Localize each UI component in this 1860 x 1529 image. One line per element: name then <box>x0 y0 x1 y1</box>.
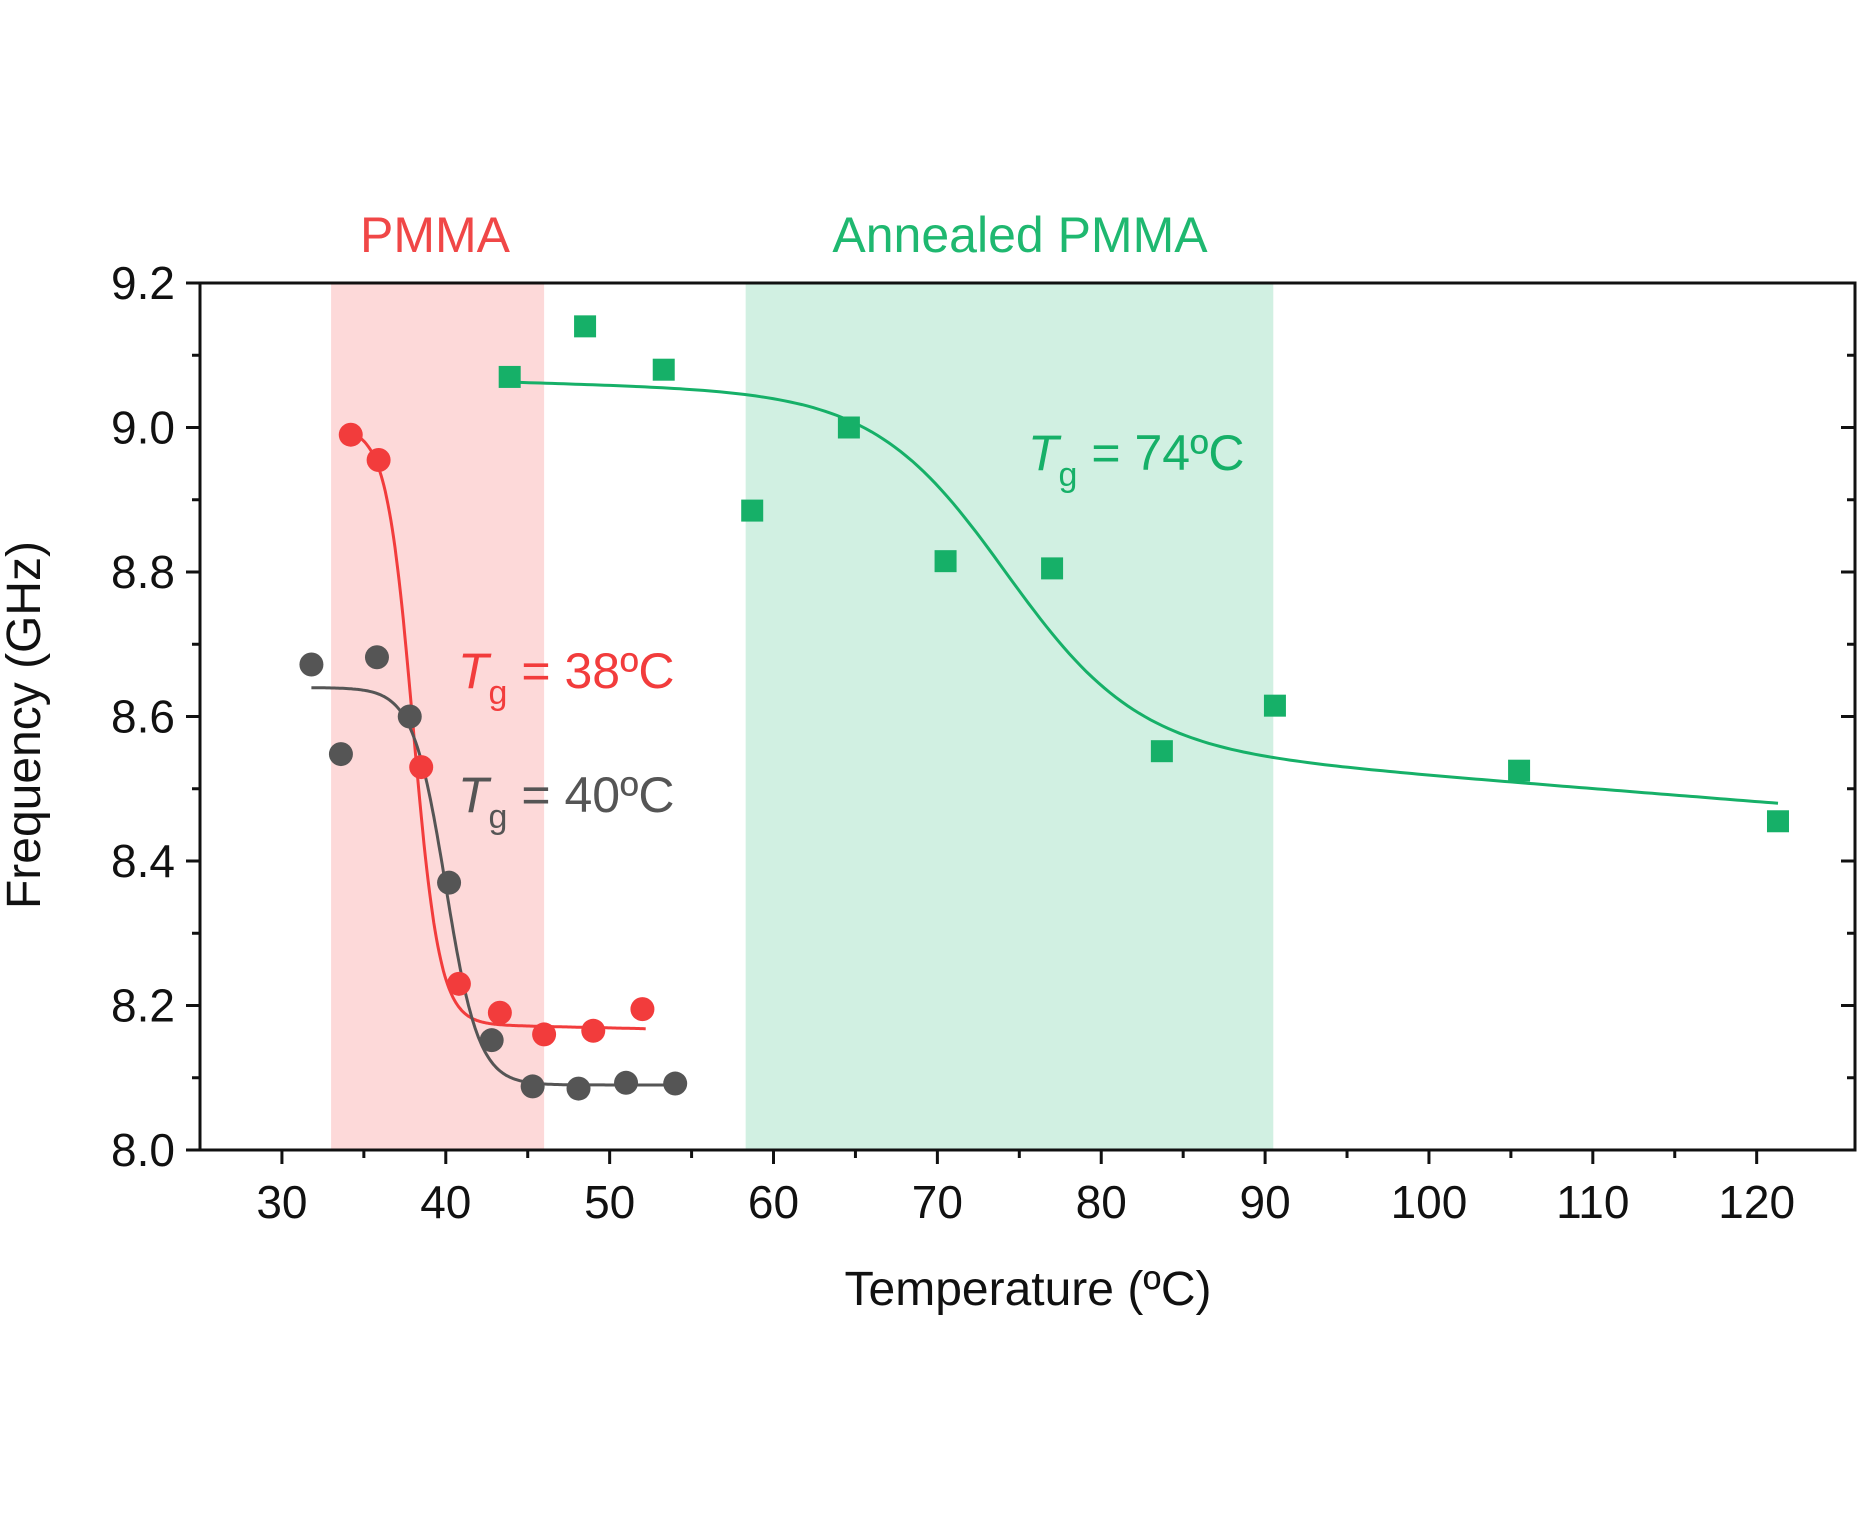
annealed-band <box>745 283 1274 1150</box>
tg-subscript: g <box>489 798 508 836</box>
data-point-circle <box>409 755 434 780</box>
y-tick-label: 8.8 <box>111 546 175 598</box>
x-axis-label: Temperature (ºC) <box>845 1263 1212 1316</box>
data-point-circle <box>338 422 363 447</box>
tg-subscript: g <box>489 674 508 712</box>
y-tick-label: 9.0 <box>111 402 175 454</box>
data-point-circle <box>487 1000 512 1025</box>
data-point-circle <box>479 1028 504 1053</box>
fit-curve-2 <box>499 380 1779 805</box>
x-tick-label: 50 <box>584 1176 635 1228</box>
y-tick-label: 8.2 <box>111 980 175 1032</box>
y-tick-label: 8.6 <box>111 691 175 743</box>
x-tick-label: 70 <box>912 1176 963 1228</box>
data-point-circle <box>663 1071 688 1096</box>
data-point-square <box>837 416 860 439</box>
data-point-circle <box>566 1076 591 1101</box>
data-point-circle <box>328 742 353 767</box>
tg-annotation-pmma: Tg = 38ºC <box>458 643 674 712</box>
data-point-square <box>1150 740 1173 763</box>
data-point-circle <box>532 1022 557 1047</box>
x-axis: 30 40 50 60 70 80 90 100 110 120 <box>256 1150 1795 1228</box>
data-point-circle <box>630 997 655 1022</box>
x-tick-label: 80 <box>1076 1176 1127 1228</box>
bands-layer <box>331 283 1274 1150</box>
data-point-square <box>1263 694 1286 717</box>
tg-symbol: T <box>458 643 492 699</box>
x-tick-label: 100 <box>1391 1176 1468 1228</box>
tg-subscript: g <box>1059 456 1078 494</box>
tg-value: = 74ºC <box>1077 425 1244 481</box>
data-point-square <box>574 315 597 338</box>
data-points-layer <box>299 315 1789 1101</box>
data-point-circle <box>446 971 471 996</box>
data-point-circle <box>366 448 391 473</box>
data-point-square <box>741 499 764 522</box>
data-point-square <box>1041 557 1064 580</box>
data-point-circle <box>299 652 324 677</box>
data-point-circle <box>581 1018 606 1043</box>
x-tick-label: 30 <box>256 1176 307 1228</box>
tg-annotation-pmma-second: Tg = 40ºC <box>458 767 674 836</box>
data-point-circle <box>437 870 462 895</box>
data-point-square <box>934 550 957 573</box>
data-point-circle <box>614 1070 639 1095</box>
data-point-square <box>1508 759 1531 782</box>
tg-symbol: T <box>1028 425 1062 481</box>
pmma-band <box>331 283 545 1150</box>
y-tick-label: 8.4 <box>111 835 175 887</box>
data-point-square <box>1766 810 1789 833</box>
y-tick-label: 9.2 <box>111 257 175 309</box>
y-tick-label: 8.0 <box>111 1124 175 1176</box>
data-point-circle <box>364 645 389 670</box>
data-point-circle <box>397 704 422 729</box>
tg-value: = 38ºC <box>507 643 674 699</box>
y-axis: 8.0 8.2 8.4 8.6 8.8 9.0 9.2 <box>111 257 1855 1176</box>
pmma-band-label: PMMA <box>360 207 511 263</box>
x-tick-label: 110 <box>1556 1176 1629 1228</box>
data-point-square <box>652 358 675 381</box>
x-tick-label: 120 <box>1718 1176 1795 1228</box>
x-tick-label: 60 <box>748 1176 799 1228</box>
y-axis-label: Frequency (GHz) <box>0 541 51 909</box>
tg-annotation-annealed: Tg = 74ºC <box>1028 425 1244 494</box>
annealed-band-label: Annealed PMMA <box>832 207 1208 263</box>
x-tick-label: 40 <box>420 1176 471 1228</box>
tg-symbol: T <box>458 767 492 823</box>
data-point-circle <box>520 1074 545 1099</box>
tg-value: = 40ºC <box>507 767 674 823</box>
x-tick-label: 90 <box>1240 1176 1291 1228</box>
data-point-square <box>498 365 521 388</box>
